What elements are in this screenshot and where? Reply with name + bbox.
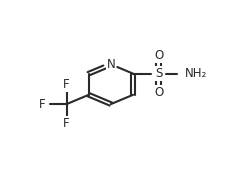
Text: F: F xyxy=(63,78,70,91)
Text: O: O xyxy=(154,49,164,62)
Text: F: F xyxy=(63,117,70,130)
Text: S: S xyxy=(155,67,163,80)
Text: NH₂: NH₂ xyxy=(185,67,207,80)
Text: F: F xyxy=(39,98,46,111)
Text: N: N xyxy=(107,58,115,71)
Text: O: O xyxy=(154,86,164,99)
